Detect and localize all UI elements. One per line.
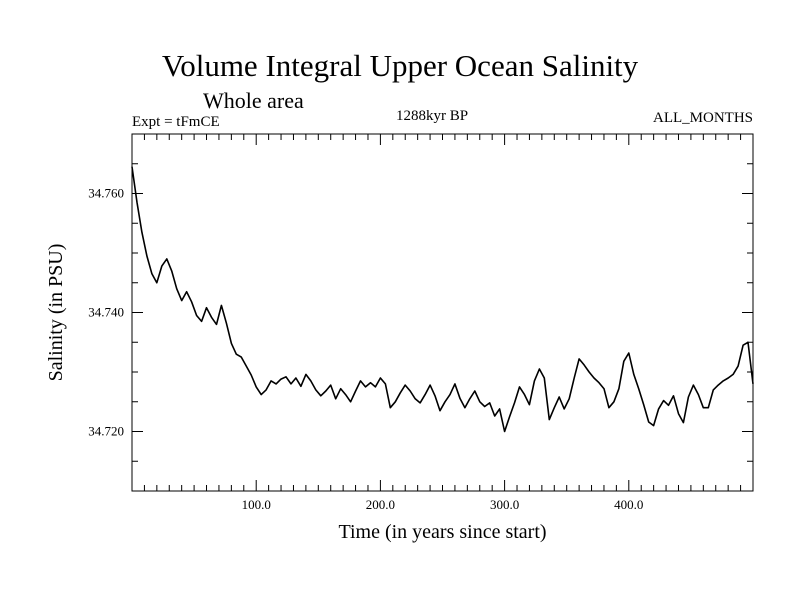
y-tick-label: 34.760	[88, 186, 124, 201]
plot-frame	[131, 133, 754, 492]
y-axis-label: Salinity (in PSU)	[45, 244, 67, 382]
x-tick-label: 300.0	[490, 497, 519, 512]
y-tick-label: 34.740	[88, 305, 124, 320]
chart-subtitle: Whole area	[203, 88, 304, 113]
x-tick-label: 400.0	[614, 497, 643, 512]
chart-title: Volume Integral Upper Ocean Salinity	[161, 48, 639, 83]
epoch-label: 1288kyr BP	[396, 108, 469, 124]
salinity-series-line	[131, 166, 754, 433]
experiment-label: Expt = tFmCE	[132, 114, 220, 130]
x-tick-label: 100.0	[242, 497, 271, 512]
y-tick-label: 34.720	[88, 424, 124, 439]
x-tick-label: 200.0	[366, 497, 395, 512]
x-ticks: 100.0 200.0 300.0 400.0	[143, 134, 742, 512]
x-axis-label: Time (in years since start)	[338, 521, 546, 543]
months-label: ALL_MONTHS	[653, 110, 753, 126]
y-ticks: 34.720 34.740 34.760	[88, 163, 753, 462]
